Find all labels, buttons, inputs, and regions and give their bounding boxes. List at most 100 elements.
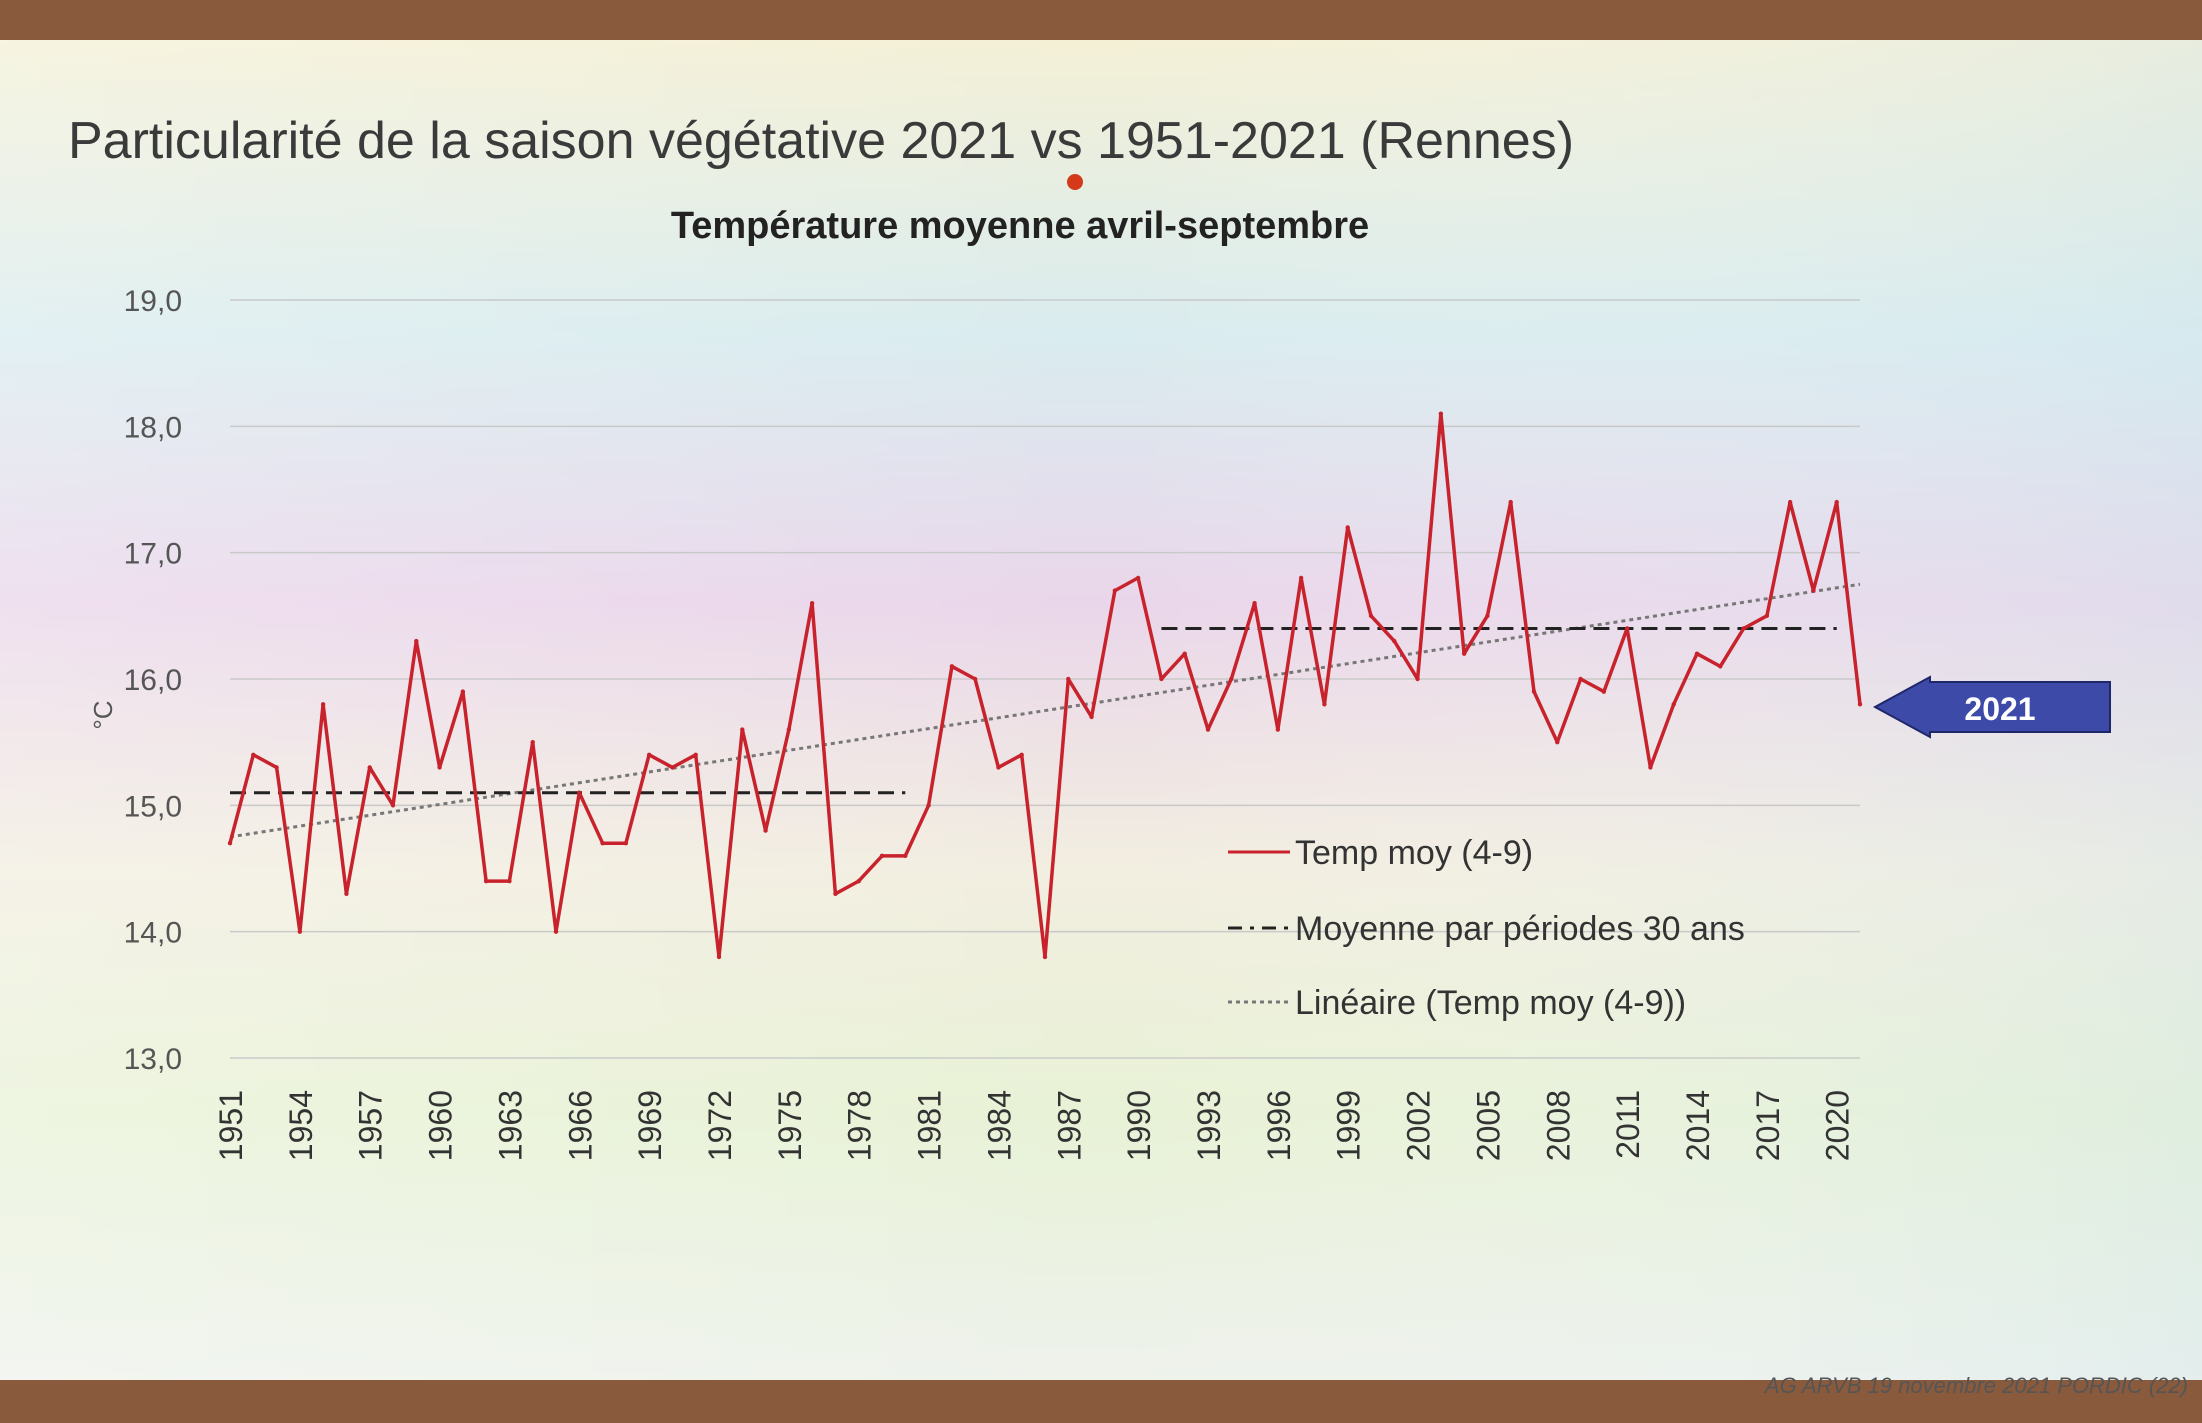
screen-sheen	[0, 40, 2202, 1380]
temp-point	[740, 727, 745, 732]
temp-point	[1508, 499, 1513, 505]
temp-point	[1392, 638, 1397, 644]
y-tick-label: 16,0	[124, 664, 182, 697]
callout-label: 2021	[1964, 691, 2035, 727]
temp-point	[670, 765, 675, 770]
legend-label-linear: Linéaire (Temp moy (4-9))	[1295, 984, 1686, 1022]
temp-point	[1182, 651, 1187, 656]
x-tick-label: 2011	[1610, 1090, 1646, 1159]
temp-point	[1555, 739, 1560, 745]
x-tick-label: 1975	[772, 1090, 808, 1161]
temp-point	[1089, 714, 1094, 720]
temp-point	[693, 752, 698, 757]
temp-point	[1415, 676, 1420, 682]
temp-point	[809, 601, 815, 606]
temp-point	[786, 727, 792, 732]
temp-point	[1834, 499, 1839, 505]
x-tick-label: 1969	[632, 1090, 668, 1161]
temp-point	[926, 803, 931, 808]
x-tick-label: 2014	[1680, 1090, 1716, 1161]
temp-point	[1601, 689, 1607, 694]
x-tick-label: 2002	[1401, 1090, 1437, 1161]
temp-point	[530, 739, 535, 745]
x-tick-labels: 1951 1954 1957 1960 1963 1966 1969 1972 1975 1978…	[213, 1090, 1856, 1161]
temp-point	[1322, 702, 1327, 707]
temp-point	[1764, 613, 1770, 619]
callout-arrow-shape	[1872, 675, 2111, 739]
temp-point	[1042, 954, 1048, 960]
temp-point	[996, 765, 1001, 770]
temp-point	[1694, 651, 1700, 656]
temp-point	[1066, 676, 1071, 682]
temp-point	[577, 790, 582, 795]
temp-point	[553, 929, 559, 934]
legend-label-mean: Moyenne par périodes 30 ans	[1295, 910, 1745, 948]
y-tick-label: 19,0	[124, 285, 182, 318]
y-tick-label: 17,0	[124, 538, 182, 571]
temp-point	[903, 853, 908, 859]
x-tick-label: 1963	[492, 1090, 528, 1161]
temp-point	[390, 803, 396, 808]
temp-point	[646, 752, 652, 757]
temp-point	[1159, 676, 1164, 682]
temp-point	[1112, 588, 1118, 593]
x-tick-label: 1966	[562, 1090, 598, 1161]
temp-point	[716, 954, 722, 960]
x-tick-label: 1951	[213, 1090, 249, 1161]
temp-point	[1787, 499, 1793, 505]
temp-point	[1671, 702, 1676, 707]
x-tick-label: 1981	[912, 1090, 948, 1161]
temp-point	[1648, 765, 1653, 770]
x-tick-label: 1993	[1191, 1090, 1227, 1161]
temp-point	[274, 765, 279, 770]
temp-point	[1345, 525, 1350, 530]
temp-point	[1485, 613, 1490, 619]
temp-point	[856, 878, 861, 884]
temp-point	[600, 841, 605, 846]
x-tick-label: 1954	[283, 1090, 319, 1161]
temp-point	[507, 878, 512, 884]
slide-footer: AG ARVB 19 novembre 2021 PORDIC (22)	[1763, 1373, 2188, 1398]
temp-point	[1298, 575, 1304, 581]
callout-2021: 2021	[1872, 675, 2111, 739]
temp-point	[623, 841, 629, 846]
temp-point	[949, 664, 955, 669]
y-tick-label: 13,0	[124, 1043, 182, 1076]
temp-point	[1811, 588, 1816, 593]
x-tick-label: 1990	[1121, 1090, 1157, 1161]
temp-point	[1741, 626, 1746, 631]
x-tick-label: 1978	[842, 1090, 878, 1161]
temp-point	[367, 765, 372, 770]
temp-point	[437, 765, 442, 770]
temp-point	[1438, 411, 1444, 416]
temp-point	[344, 891, 349, 896]
temp-point	[297, 929, 303, 934]
temp-point	[251, 752, 256, 757]
temp-point	[227, 841, 233, 846]
temp-point	[1578, 676, 1583, 682]
temp-point	[1205, 727, 1211, 732]
temp-point	[1461, 651, 1467, 656]
temp-point	[320, 702, 326, 707]
x-tick-label: 2020	[1820, 1090, 1856, 1161]
laser-dot	[1067, 174, 1083, 190]
legend: Temp moy (4-9) Moyenne par périodes 30 a…	[1228, 834, 1745, 1022]
temp-point	[1135, 575, 1141, 581]
x-tick-label: 1984	[981, 1090, 1017, 1161]
series-layer	[227, 411, 1863, 960]
x-tick-label: 2017	[1750, 1090, 1786, 1161]
chart-title: Température moyenne avril-septembre	[671, 205, 1369, 247]
temp-point	[972, 676, 978, 682]
x-tick-label: 1999	[1331, 1090, 1367, 1161]
temp-point	[1531, 689, 1537, 694]
x-tick-label: 1960	[423, 1090, 459, 1161]
x-tick-label: 1996	[1261, 1090, 1297, 1161]
x-tick-label: 1972	[702, 1090, 738, 1161]
gridlines	[230, 299, 1860, 1059]
slide-title: Particularité de la saison végétative 20…	[68, 112, 1574, 170]
x-tick-label: 1987	[1051, 1090, 1087, 1161]
temp-point	[1857, 702, 1863, 707]
temp-point	[833, 891, 838, 896]
trend-line	[229, 582, 1861, 839]
